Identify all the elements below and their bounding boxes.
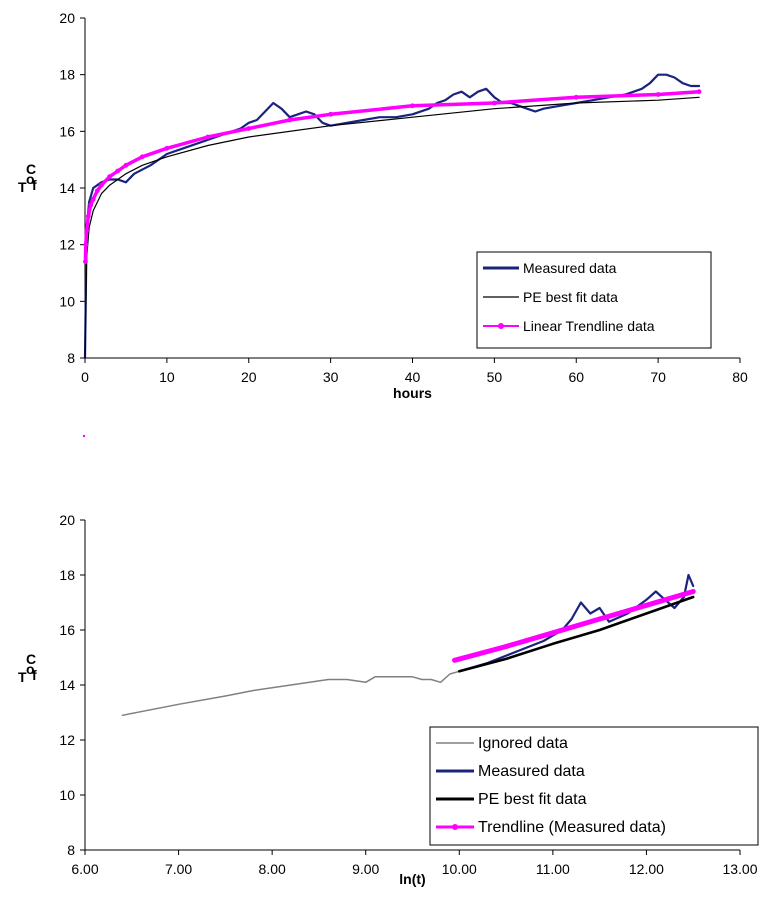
trend-point [644,602,649,608]
x-tick-label: 60 [568,369,584,385]
trend-point [164,145,170,151]
x-tick-label: 9.00 [352,861,379,877]
trend-point [503,644,509,649]
y-tick-label: 16 [59,622,75,638]
trend-point [655,92,661,97]
y-axis-label: T [18,179,27,195]
y-tick-label: 8 [67,350,75,366]
y-tick-label: 10 [59,787,75,803]
series-line-4 [452,589,696,663]
y-axis-label: T [18,669,27,685]
trend-point [452,657,458,663]
y-tick-label: 20 [59,10,75,26]
trend-point [107,174,112,180]
trend-point [83,259,88,265]
x-tick-label: 8.00 [259,861,286,877]
legend: Ignored data Measured data PE best fit dat… [429,726,759,846]
trend-point [90,196,96,202]
y-axis-subscript: f [32,177,37,193]
trend-point [98,182,104,188]
x-tick-label: 0 [81,369,89,385]
trend-point [115,168,121,174]
trend-point [550,630,556,636]
legend-box [429,726,759,846]
y-tick-label: 18 [59,567,75,583]
x-tick-label: 80 [732,369,748,385]
trend-point [88,202,94,208]
trend-point [328,111,334,117]
x-tick-label: 30 [323,369,339,385]
trend-point [83,242,89,248]
trend-point [85,213,91,219]
series-line-3 [83,89,701,264]
x-tick-label: 7.00 [165,861,192,877]
x-tick-label: 11.00 [536,861,570,877]
y-tick-label: 8 [67,842,75,858]
y-tick-label: 12 [59,732,75,748]
chart-panel-2: 8 10 12 14 16 18 20 6.00 7.00 8.00 9.00 10.00 11.00 1… [18,512,759,887]
x-tick-label: 10.00 [442,861,477,877]
x-tick-label: 50 [487,369,503,385]
legend-label: Ignored data [478,735,568,752]
trend-point [287,117,293,123]
y-axis-degree: o [26,661,35,677]
trend-point [696,89,702,95]
y-tick-label: 12 [59,237,75,253]
chart-panel-1: 8 10 12 14 16 18 20 0 10 20 30 40 50 60 70 80 hours CoT f M… [18,10,748,401]
trend-point [205,134,211,140]
y-tick-label: 10 [59,293,75,309]
x-tick-label: 6.00 [71,861,98,877]
x-axis-label: ln(t) [399,871,425,887]
trend-point [573,94,579,100]
y-axis-subscript: f [32,667,37,683]
x-tick-label: 40 [405,369,421,385]
series-line-2 [84,96,700,359]
x-tick-label: 10 [159,369,175,385]
series-line-1 [121,670,461,717]
y-tick-label: 14 [59,677,75,693]
legend-label: Measured data [523,260,617,276]
legend-marker [452,824,458,830]
y-tick-label: 14 [59,180,75,196]
x-axis-label: hours [393,385,432,401]
trend-point [123,162,129,168]
x-tick-label: 12.00 [629,861,664,877]
trend-point [597,616,603,622]
trend-point [139,154,145,160]
series-line-3 [457,595,695,673]
stray-marker [82,434,86,438]
y-axis-degree: o [26,171,35,187]
y-axis-unit: C [26,161,36,177]
trend-point [410,103,415,109]
legend-label: PE best fit data [478,791,587,808]
trend-point [690,589,696,594]
legend-marker [498,323,504,329]
series-line-2 [458,573,695,673]
trend-point [94,188,100,194]
legend: Measured data PE best fit data Linear Tren… [476,251,712,349]
x-tick-label: 70 [650,369,666,385]
y-tick-label: 16 [59,123,75,139]
trend-point [246,126,252,131]
legend-label: Linear Trendline data [523,318,655,334]
trend-point [491,100,497,106]
trend-point [84,228,90,233]
legend-label: PE best fit data [523,289,618,305]
y-tick-label: 20 [59,512,75,528]
y-axis-unit: C [26,651,36,667]
y-tick-label: 18 [59,67,75,83]
x-tick-label: 13.00 [722,861,757,877]
x-tick-label: 20 [241,369,257,385]
legend-label: Measured data [478,763,585,780]
legend-label: Trendline (Measured data) [478,819,666,836]
